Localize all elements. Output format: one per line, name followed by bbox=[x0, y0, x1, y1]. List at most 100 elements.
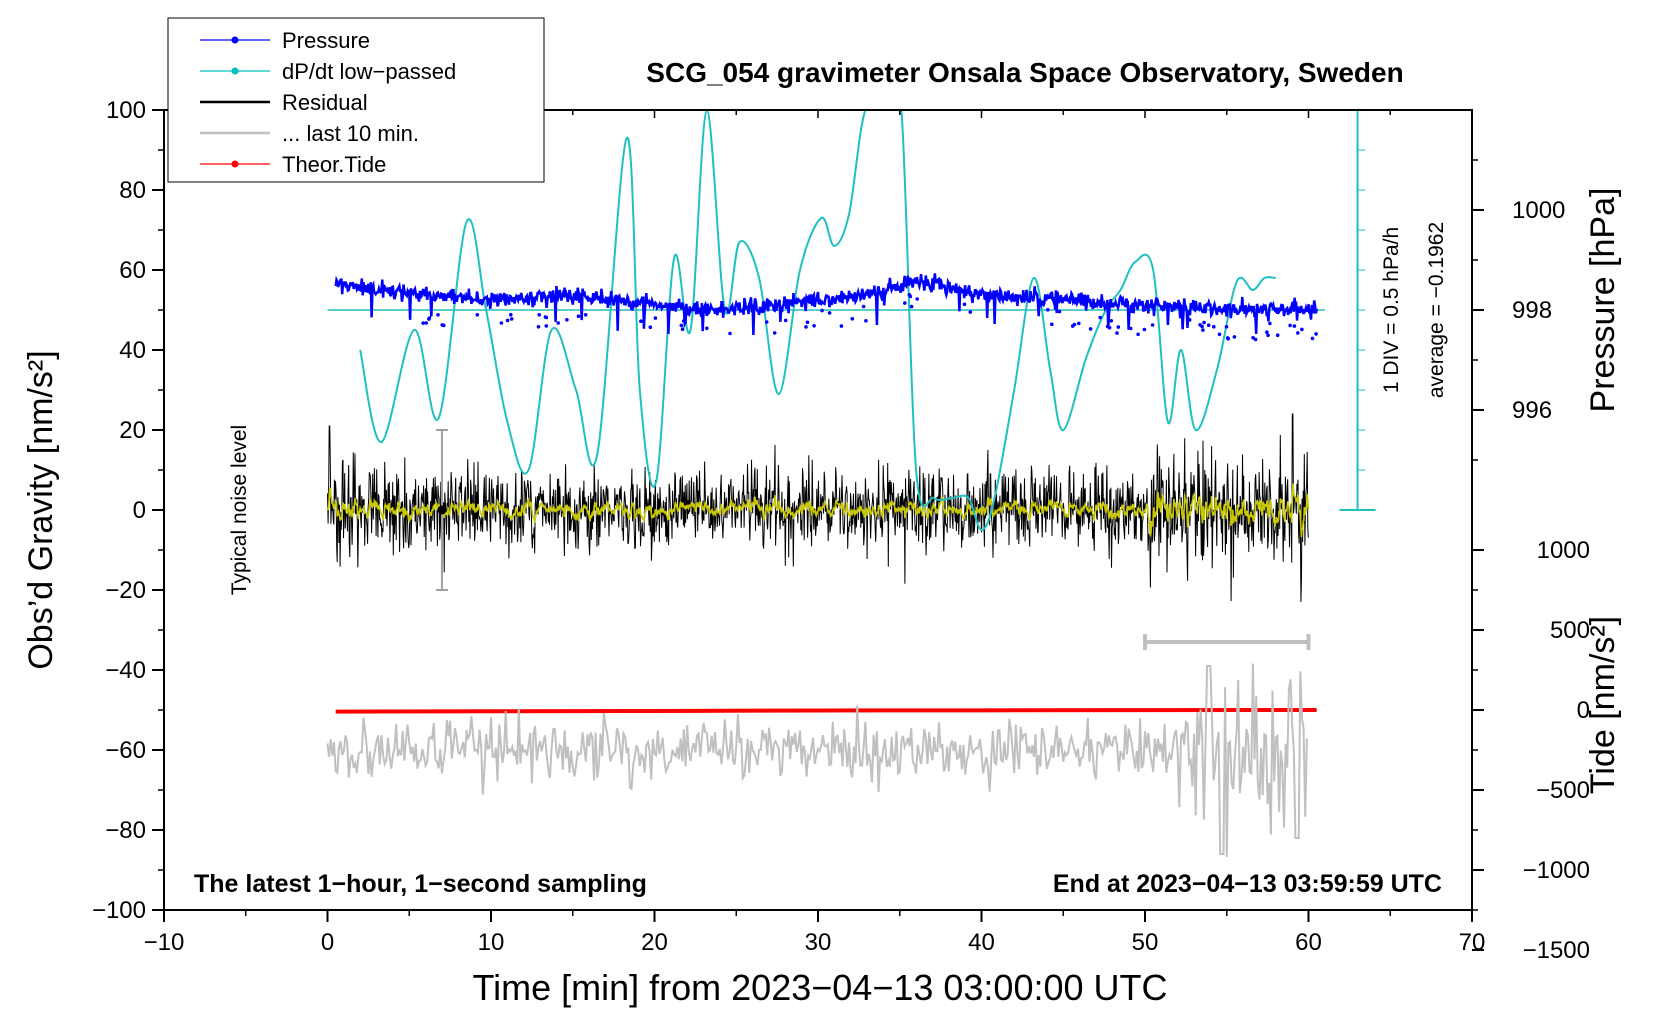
pressure-point bbox=[421, 321, 426, 325]
pressure-point bbox=[475, 313, 480, 317]
legend: Pressure dP/dt low−passed Residual ... last… bbox=[167, 17, 545, 183]
pressure-point bbox=[1200, 324, 1204, 329]
pressure-point bbox=[536, 325, 541, 329]
pressure-point bbox=[839, 324, 844, 328]
pressure-point bbox=[1217, 332, 1222, 337]
pressure-point bbox=[805, 320, 810, 325]
pressure-point bbox=[509, 312, 513, 317]
pressure-point bbox=[681, 319, 686, 323]
pressure-point bbox=[639, 319, 643, 324]
pressure-point bbox=[861, 304, 866, 309]
pressure-point bbox=[1296, 331, 1300, 335]
pressure-point bbox=[1253, 337, 1258, 342]
pressure-point bbox=[968, 310, 973, 314]
tide-tick-label: −1000 bbox=[1523, 857, 1590, 884]
noise-label: Typical noise level bbox=[228, 425, 251, 595]
pressure-point bbox=[1150, 323, 1155, 327]
chart-title: SCG_054 gravimeter Onsala Space Observat… bbox=[646, 57, 1403, 88]
x-tick-label: 20 bbox=[641, 929, 668, 956]
pressure-point bbox=[1226, 337, 1230, 341]
y-tick-label: 100 bbox=[106, 97, 146, 124]
x-tick-label: −10 bbox=[144, 929, 185, 956]
pressure-point bbox=[1088, 327, 1093, 331]
div-label: 1 DIV = 0.5 hPa/h bbox=[1380, 227, 1403, 393]
pressure-point bbox=[1186, 317, 1191, 322]
note-right: End at 2023−04−13 03:59:59 UTC bbox=[1053, 870, 1442, 898]
y-tick-label: −80 bbox=[105, 817, 146, 844]
y-tick-label: 40 bbox=[119, 337, 146, 364]
pressure-tick-label: 998 bbox=[1512, 297, 1552, 324]
pressure-point bbox=[903, 301, 907, 305]
pressure-point bbox=[556, 321, 560, 325]
tide-tick-label: 500 bbox=[1550, 617, 1590, 644]
pressure-point bbox=[1128, 326, 1133, 331]
noise-level-dot bbox=[437, 505, 447, 515]
legend-label: Theor.Tide bbox=[282, 152, 386, 177]
y-tick-label: 20 bbox=[119, 417, 146, 444]
pressure-point bbox=[565, 318, 569, 322]
pressure-point bbox=[1098, 315, 1102, 320]
pressure-point bbox=[1116, 325, 1121, 329]
y-axis-label-left: Obs’d Gravity [nm/s²] bbox=[22, 350, 60, 669]
pressure-point bbox=[1077, 321, 1081, 326]
pressure-point bbox=[962, 302, 967, 307]
pressure-point bbox=[680, 327, 685, 332]
pressure-point bbox=[908, 294, 913, 299]
y-tick-label: 80 bbox=[119, 177, 146, 204]
x-tick-label: 0 bbox=[321, 929, 334, 956]
note-left: The latest 1−hour, 1−second sampling bbox=[194, 870, 647, 898]
y-tick-label: −60 bbox=[105, 737, 146, 764]
pressure-point bbox=[1201, 328, 1205, 332]
average-label: average = −0.1962 bbox=[1425, 222, 1448, 398]
legend-marker bbox=[231, 160, 239, 168]
pressure-point bbox=[583, 313, 588, 317]
pressure-point bbox=[1314, 332, 1318, 336]
pressure-point bbox=[543, 315, 548, 319]
pressure-point bbox=[1212, 324, 1216, 329]
pressure-point bbox=[1142, 327, 1147, 332]
legend-marker bbox=[231, 36, 239, 44]
pressure-point bbox=[915, 297, 919, 301]
pressure-point bbox=[1070, 324, 1075, 328]
pressure-point bbox=[804, 325, 808, 329]
pressure-point bbox=[772, 331, 777, 335]
tide-tick-label: 1000 bbox=[1537, 537, 1590, 564]
pressure-point bbox=[864, 319, 868, 323]
pressure-point bbox=[1057, 309, 1062, 314]
pressure-point bbox=[812, 324, 816, 328]
pressure-point bbox=[509, 317, 514, 321]
pressure-point bbox=[436, 313, 440, 317]
pressure-point bbox=[1050, 322, 1054, 327]
pressure-point bbox=[1232, 335, 1237, 339]
pressure-point bbox=[440, 323, 445, 327]
pressure-point bbox=[1275, 333, 1280, 338]
legend-label: Pressure bbox=[282, 28, 370, 53]
x-tick-label: 30 bbox=[805, 929, 832, 956]
pressure-point bbox=[1268, 321, 1272, 326]
pressure-point bbox=[1265, 330, 1269, 335]
legend-marker bbox=[231, 67, 239, 75]
pressure-point bbox=[705, 326, 709, 331]
pressure-point bbox=[1136, 332, 1140, 337]
last10-trace bbox=[326, 663, 1308, 857]
pressure-point bbox=[1109, 319, 1114, 323]
pressure-point bbox=[544, 324, 549, 328]
pressure-point bbox=[1206, 323, 1211, 328]
pressure-point bbox=[653, 316, 658, 320]
dpdt-line bbox=[359, 108, 1276, 532]
pressure-point bbox=[576, 314, 581, 319]
x-tick-label: 50 bbox=[1132, 929, 1159, 956]
x-tick-label: 10 bbox=[478, 929, 505, 956]
legend-label: Residual bbox=[282, 90, 368, 115]
tide-tick-label: −1500 bbox=[1523, 937, 1590, 964]
pressure-point bbox=[783, 318, 788, 323]
pressure-point bbox=[1292, 324, 1297, 328]
legend-box bbox=[167, 17, 545, 183]
pressure-point bbox=[1202, 320, 1206, 325]
pressure-point bbox=[648, 325, 653, 330]
pressure-point bbox=[537, 313, 541, 317]
pressure-point bbox=[427, 317, 431, 321]
residual-smoothed-trace bbox=[326, 483, 1310, 538]
x-tick-label: 60 bbox=[1295, 929, 1322, 956]
